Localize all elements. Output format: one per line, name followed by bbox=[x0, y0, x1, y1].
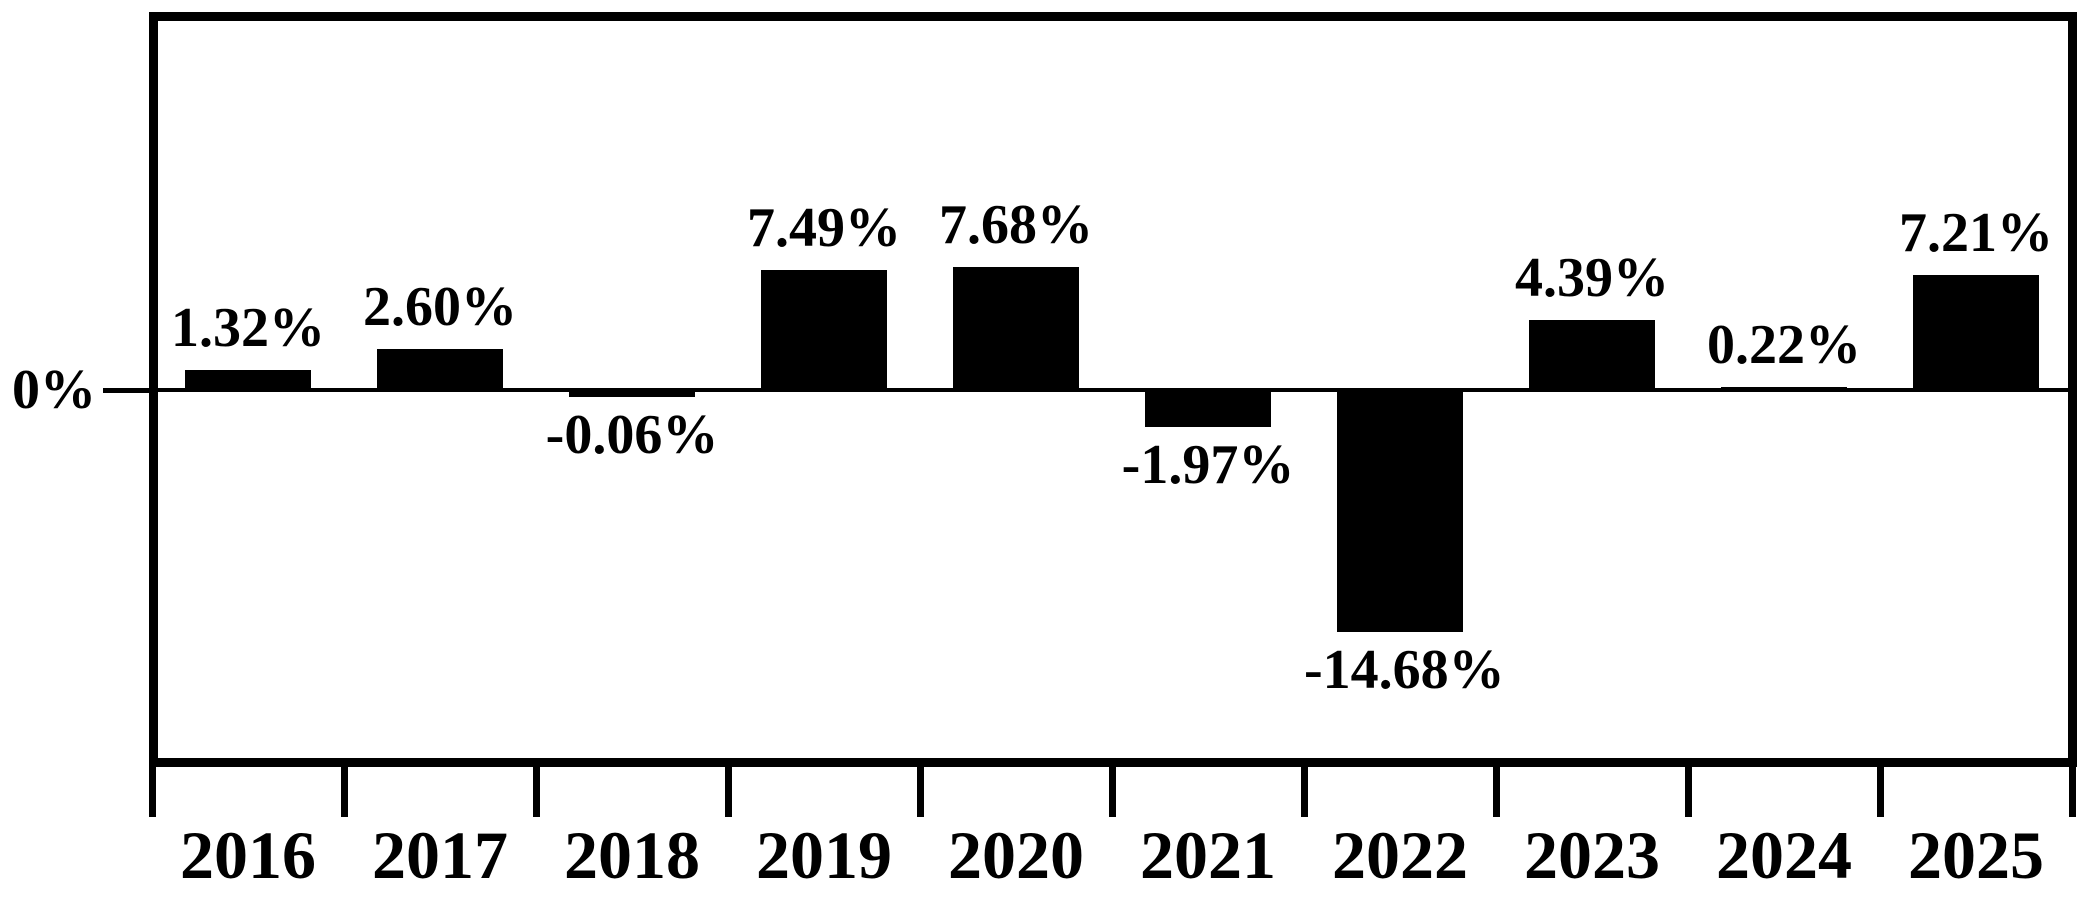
bar-2021 bbox=[1145, 391, 1271, 427]
bar-value-label-2025: 7.21% bbox=[1899, 202, 2053, 264]
x-axis-tick bbox=[341, 767, 348, 817]
x-axis-tick bbox=[725, 767, 732, 817]
bar-value-label-2019: 7.49% bbox=[747, 197, 901, 259]
x-axis-label-2022: 2022 bbox=[1332, 817, 1468, 893]
bar-2016 bbox=[185, 370, 311, 392]
x-axis-tick bbox=[149, 767, 156, 817]
x-axis-tick bbox=[1877, 767, 1884, 817]
bar-value-label-2024: 0.22% bbox=[1707, 314, 1861, 376]
x-axis-tick bbox=[533, 767, 540, 817]
x-axis-label-2017: 2017 bbox=[372, 817, 508, 893]
x-axis-tick bbox=[1493, 767, 1500, 817]
x-axis-tick bbox=[1109, 767, 1116, 817]
x-axis-label-2019: 2019 bbox=[756, 817, 892, 893]
zero-axis-tick bbox=[103, 388, 157, 393]
bar-value-label-2020: 7.68% bbox=[939, 194, 1093, 256]
bar-2017 bbox=[377, 349, 503, 392]
bar-value-label-2021: -1.97% bbox=[1121, 434, 1295, 496]
bar-2020 bbox=[953, 267, 1079, 392]
bar-value-label-2016: 1.32% bbox=[171, 297, 325, 359]
x-axis-label-2018: 2018 bbox=[564, 817, 700, 893]
bar-value-label-2018: -0.06% bbox=[545, 404, 719, 466]
x-axis-label-2025: 2025 bbox=[1908, 817, 2044, 893]
bar-2022 bbox=[1337, 391, 1463, 632]
bar-value-label-2017: 2.60% bbox=[363, 276, 517, 338]
x-axis-tick bbox=[1685, 767, 1692, 817]
bar-2018 bbox=[569, 391, 695, 397]
x-axis-tick bbox=[2069, 767, 2076, 817]
bar-value-label-2023: 4.39% bbox=[1515, 247, 1669, 309]
x-axis-label-2020: 2020 bbox=[948, 817, 1084, 893]
bar-2023 bbox=[1529, 320, 1655, 392]
bar-2024 bbox=[1721, 387, 1847, 392]
zero-baseline bbox=[157, 388, 2069, 392]
x-axis-tick bbox=[1301, 767, 1308, 817]
bar-value-label-2022: -14.68% bbox=[1304, 639, 1505, 701]
x-axis-label-2023: 2023 bbox=[1524, 817, 1660, 893]
bar-2019 bbox=[761, 270, 887, 392]
x-axis-label-2021: 2021 bbox=[1140, 817, 1276, 893]
x-axis-label-2024: 2024 bbox=[1716, 817, 1852, 893]
x-axis-tick bbox=[917, 767, 924, 817]
y-axis-zero-label: 0% bbox=[12, 359, 96, 421]
bar-2025 bbox=[1913, 275, 2039, 392]
x-axis-label-2016: 2016 bbox=[180, 817, 316, 893]
